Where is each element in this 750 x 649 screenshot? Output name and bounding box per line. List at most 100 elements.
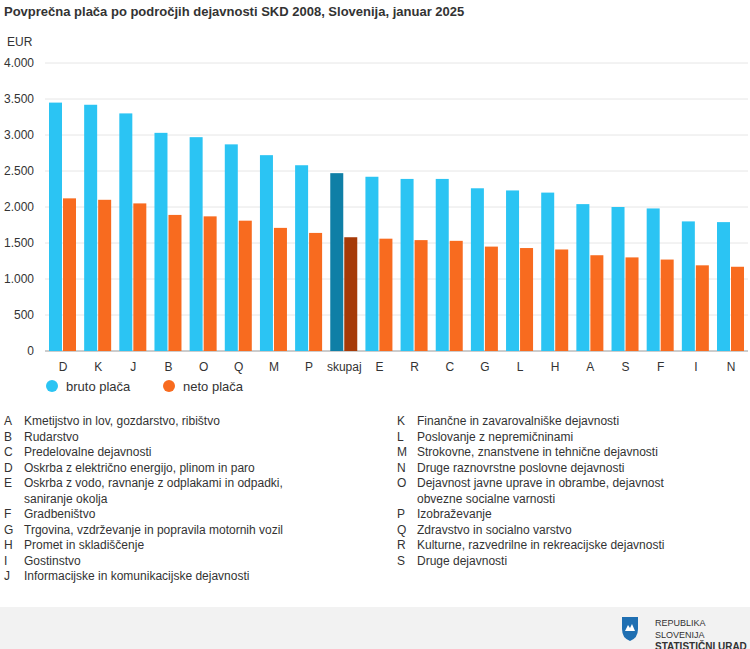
code: I	[4, 554, 24, 570]
code-legend-row: RKulturne, razvedrilne in rekreacijske d…	[397, 538, 709, 554]
bar	[717, 222, 730, 351]
x-tick-label: I	[694, 360, 697, 374]
code: P	[397, 507, 417, 523]
code: A	[4, 414, 24, 430]
code-legend-row: PIzobraževanje	[397, 507, 709, 523]
grid-line	[45, 243, 748, 244]
code-legend-row: GTrgovina, vzdrževanje in popravila moto…	[4, 523, 316, 539]
bar	[401, 179, 414, 351]
code-legend-row: KFinančne in zavarovalniške dejavnosti	[397, 414, 709, 430]
bar	[590, 255, 603, 351]
grid-line	[45, 63, 748, 64]
bar	[133, 203, 146, 351]
legend-label: neto plača	[183, 379, 244, 394]
bar	[204, 216, 217, 351]
x-tick-label: E	[375, 360, 383, 374]
code-legend-row: EOskrba z vodo, ravnanje z odplakami in …	[4, 476, 316, 507]
x-tick-label: N	[727, 360, 736, 374]
code-label: Zdravstvo in socialno varstvo	[417, 523, 709, 539]
code-label: Strokovne, znanstvene in tehnične dejavn…	[417, 445, 709, 461]
code: Q	[397, 523, 417, 539]
code-label: Kmetijstvo in lov, gozdarstvo, ribištvo	[24, 414, 316, 430]
bar	[365, 177, 378, 351]
x-tick-label: H	[551, 360, 560, 374]
x-tick-label: F	[657, 360, 664, 374]
x-tick-label: S	[622, 360, 630, 374]
bar	[696, 265, 709, 351]
y-tick-label: 4.000	[4, 56, 34, 70]
x-tick-label: O	[199, 360, 208, 374]
code-legend-row: FGradbeništvo	[4, 507, 316, 523]
bar	[541, 193, 554, 351]
footer-line: STATISTIČNI URAD	[655, 641, 750, 649]
bar	[647, 208, 660, 351]
bar	[260, 155, 273, 351]
code-label: Druge dejavnosti	[417, 554, 709, 570]
code-label: Finančne in zavarovalniške dejavnosti	[417, 414, 709, 430]
logo	[618, 614, 648, 644]
x-tick-label: B	[164, 360, 172, 374]
bar	[344, 237, 357, 351]
x-tick-label: R	[410, 360, 419, 374]
bars	[49, 103, 744, 351]
code-legend-row: QZdravstvo in socialno varstvo	[397, 523, 709, 539]
code: N	[397, 461, 417, 477]
code-legend-row: ODejavnost javne uprave in obrambe, deja…	[397, 476, 709, 507]
bar	[239, 221, 252, 351]
x-tick-label: L	[517, 360, 524, 374]
bar	[415, 240, 428, 351]
bar	[506, 190, 519, 351]
code-label: Gradbeništvo	[24, 507, 316, 523]
grid-line	[45, 171, 748, 172]
code-label: Oskrba z električno energijo, plinom in …	[24, 461, 316, 477]
x-tick-label: D	[59, 360, 68, 374]
code: M	[397, 445, 417, 461]
code-label: Trgovina, vzdrževanje in popravila motor…	[24, 523, 316, 539]
grid-line	[45, 135, 748, 136]
bar	[471, 188, 484, 351]
bar	[626, 257, 639, 351]
bar	[63, 198, 76, 351]
code: J	[4, 569, 24, 585]
grid-line	[45, 99, 748, 100]
footer-text: REPUBLIKA SLOVENIJASTATISTIČNI URAD	[655, 617, 750, 649]
code: K	[397, 414, 417, 430]
code-label: Kulturne, razvedrilne in rekreacijske de…	[417, 538, 709, 554]
bar	[330, 173, 343, 351]
code-label: Oskrba z vodo, ravnanje z odplakami in o…	[24, 476, 316, 507]
title: Povprečna plača po področjih dejavnosti …	[4, 4, 464, 19]
bar	[98, 200, 111, 351]
bar	[555, 249, 568, 351]
y-tick-label: 1.500	[4, 236, 34, 250]
x-tick-label: skupaj	[327, 360, 362, 374]
code-legend-row: SDruge dejavnosti	[397, 554, 709, 570]
code-legend-row: HPromet in skladiščenje	[4, 538, 316, 554]
grid-line	[45, 279, 748, 280]
bar	[661, 260, 674, 351]
x-tick-label: C	[445, 360, 454, 374]
bar	[274, 228, 287, 351]
bar	[309, 233, 322, 351]
bar	[84, 105, 97, 351]
bar	[485, 247, 498, 351]
code-legend-column: KFinančne in zavarovalniške dejavnostiLP…	[397, 414, 709, 569]
code-legend-row: DOskrba z električno energijo, plinom in…	[4, 461, 316, 477]
code-label: Dejavnost javne uprave in obrambe, dejav…	[417, 476, 709, 507]
code-label: Informacijske in komunikacijske dejavnos…	[24, 569, 316, 585]
grid-line	[45, 315, 748, 316]
bar	[168, 215, 181, 351]
code-label: Druge raznovrstne poslovne dejavnosti	[417, 461, 709, 477]
code-legend-row: NDruge raznovrstne poslovne dejavnosti	[397, 461, 709, 477]
code: D	[4, 461, 24, 477]
x-tick-label: J	[130, 360, 136, 374]
bar	[436, 179, 449, 351]
code: C	[4, 445, 24, 461]
code: E	[4, 476, 24, 507]
code-legend-row: BRudarstvo	[4, 430, 316, 446]
bar	[731, 267, 744, 351]
grid-line	[45, 207, 748, 208]
code-label: Izobraževanje	[417, 507, 709, 523]
code-legend-row: CPredelovalne dejavnosti	[4, 445, 316, 461]
code-label: Gostinstvo	[24, 554, 316, 570]
grid-line	[45, 351, 748, 352]
